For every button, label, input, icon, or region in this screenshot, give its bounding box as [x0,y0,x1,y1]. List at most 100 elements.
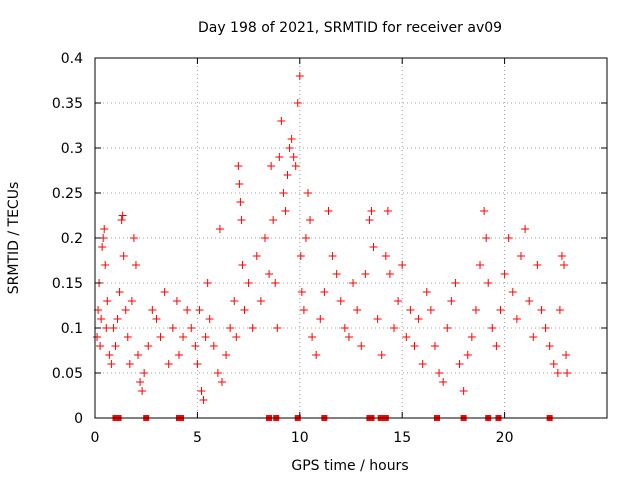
data-point [455,360,464,368]
data-point [537,306,546,314]
data-point [349,279,358,287]
data-point [512,315,521,323]
data-point [563,369,572,377]
data-point [373,315,382,323]
data-point [113,315,122,323]
data-point [111,342,120,350]
data-point [289,153,298,161]
data-point [303,189,312,197]
data-point [265,270,274,278]
data-point [187,324,196,332]
data-point [541,324,550,332]
data-point [201,333,210,341]
data-point [102,324,111,332]
data-point [394,297,403,305]
data-point [463,351,472,359]
data-point [480,207,489,215]
data-point [271,279,280,287]
data-point [235,180,244,188]
data-point [555,306,564,314]
data-point [226,324,235,332]
data-point [328,252,337,260]
data-point [203,279,212,287]
data-point [98,243,107,251]
data-point [306,216,315,224]
data-point [361,270,370,278]
data-point [291,162,300,170]
y-tick-label: 0.2 [61,231,83,247]
y-axis-label: SRMTID / TECUs [6,182,22,295]
y-tick-label: 0.1 [61,321,83,337]
data-point [451,279,460,287]
y-tick-label: 0.25 [52,186,83,202]
data-point [385,270,394,278]
data-point [398,261,407,269]
data-point [285,144,294,152]
data-point [301,234,310,242]
y-tick-label: 0.4 [61,51,83,67]
data-point [156,333,165,341]
chart-title: Day 198 of 2021, SRMTID for receiver av0… [198,20,502,36]
data-point [500,270,509,278]
data-point [93,333,102,341]
data-point [332,270,341,278]
x-axis-label: GPS time / hours [291,458,408,474]
data-point [467,333,476,341]
data-point [435,369,444,377]
data-point [193,360,202,368]
y-tick-label: 0.35 [52,96,83,112]
data-point [295,72,304,80]
x-tick-label: 5 [193,430,202,446]
data-point [240,306,249,314]
data-point [168,324,177,332]
data-point [275,153,284,161]
data-point [283,171,292,179]
data-point [390,324,399,332]
data-point [148,306,157,314]
data-point [118,211,127,220]
y-tick-label: 0 [74,411,83,427]
data-point [418,360,427,368]
data-point [107,360,116,368]
data-point [344,333,353,341]
data-point [545,342,554,350]
data-point [426,306,435,314]
data-point [267,162,276,170]
data-point [160,288,169,296]
data-point [439,378,448,386]
data-point [256,297,265,305]
data-point [381,252,390,260]
data-point [101,261,110,269]
data-point [533,261,542,269]
data-point [109,324,118,332]
data-point [138,387,147,395]
data-point [562,351,571,359]
data-point [496,306,505,314]
data-point [297,288,306,296]
data-point [459,387,468,395]
data-point [209,342,218,350]
axis-ticks: 0 0.05 0.1 0.15 0.2 0.25 0.3 0.35 0.4 0 5 10 15 20 [52,51,607,446]
data-point [238,261,247,269]
data-point [525,297,534,305]
data-point [402,333,411,341]
data-point [312,351,321,359]
data-point [277,117,286,125]
data-point [410,342,419,350]
x-tick-label: 0 [91,430,100,446]
data-point [230,297,239,305]
data-point [476,261,485,269]
data-point [484,279,493,287]
data-point [244,279,253,287]
data-point [123,333,132,341]
data-point [217,378,226,386]
data-point [430,342,439,350]
data-point [164,360,173,368]
data-point [213,369,222,377]
data-point [125,360,134,368]
data-point [340,324,349,332]
data-point [299,306,308,314]
y-tick-label: 0.15 [52,276,83,292]
data-point [129,234,138,242]
